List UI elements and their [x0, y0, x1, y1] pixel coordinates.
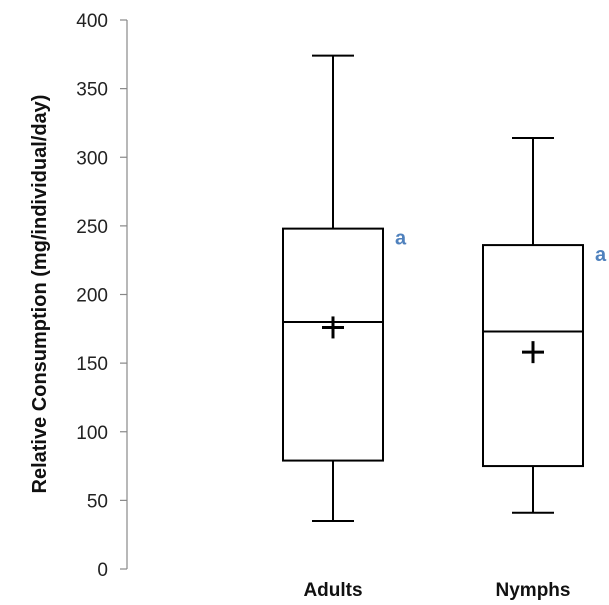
box-adults: a Adults	[282, 54, 407, 601]
y-tick-label: 200	[76, 286, 108, 307]
y-tick-label: 300	[76, 148, 108, 169]
y-tick-label: 50	[87, 491, 108, 512]
y-tick-label: 100	[76, 423, 108, 444]
y-axis: 0 50 100 150 200 250 300 350 400	[76, 11, 128, 581]
box-nymphs: a Nymphs	[482, 137, 607, 601]
x-category-label: Nymphs	[496, 580, 571, 601]
significance-letter: a	[595, 244, 607, 266]
significance-letter: a	[395, 228, 407, 250]
y-axis-label: Relative Consumption (mg/individual/day)	[29, 95, 51, 494]
iqr-box	[282, 227, 384, 462]
y-tick-label: 400	[76, 11, 108, 32]
y-tick-label: 250	[76, 217, 108, 238]
boxes: a Adults a Nymphs	[282, 54, 607, 601]
y-tick-label: 150	[76, 354, 108, 375]
y-tick-label: 350	[76, 80, 108, 101]
y-tick-label: 0	[97, 560, 108, 581]
x-category-label: Adults	[303, 580, 362, 601]
